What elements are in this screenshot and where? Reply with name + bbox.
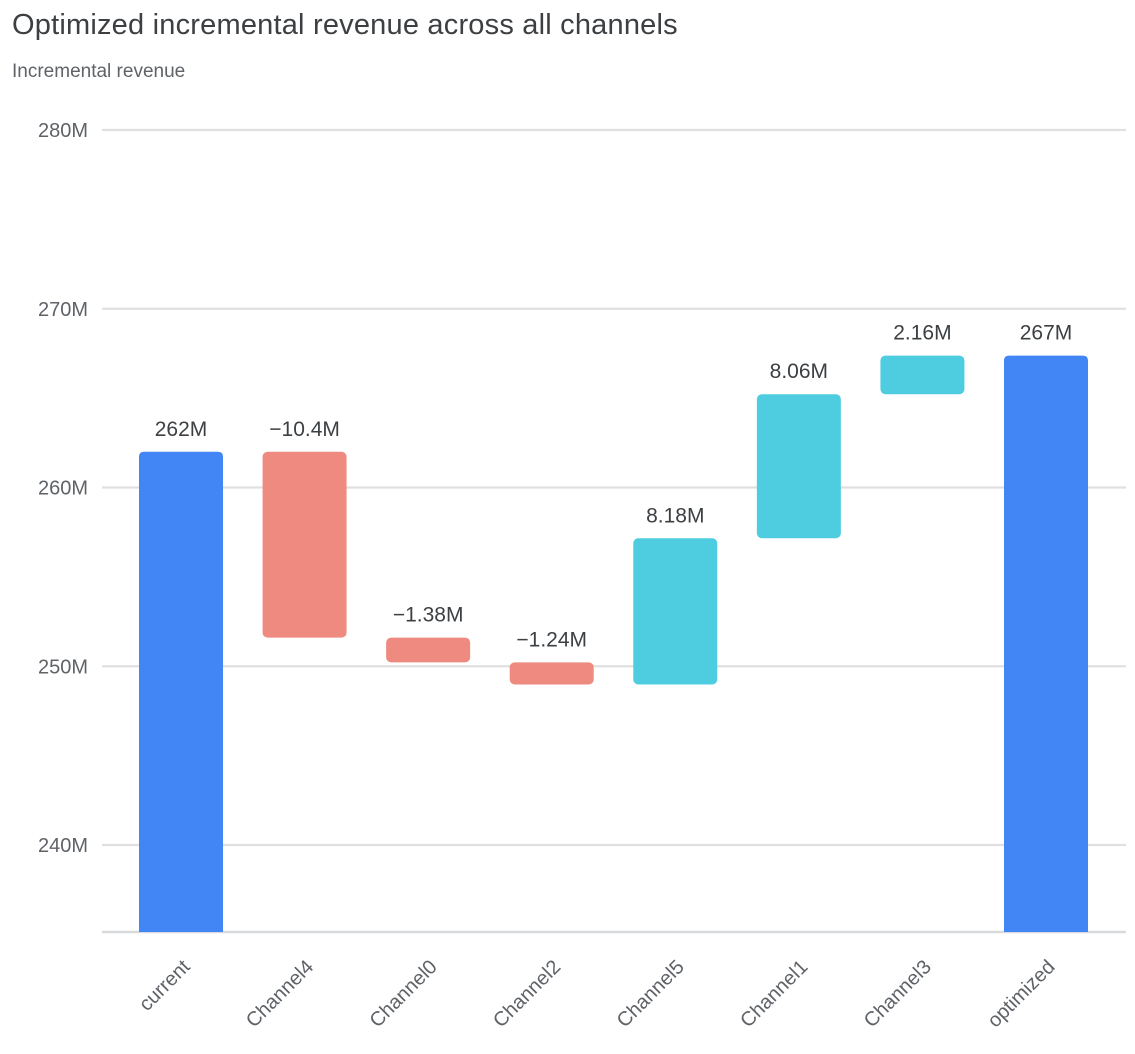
bar-optimized[interactable]: [1003, 355, 1088, 932]
bar-Channel1[interactable]: [756, 394, 841, 539]
chart-header: Optimized incremental revenue across all…: [12, 8, 678, 83]
bar-current[interactable]: [139, 451, 223, 932]
y-axis-tick-label: 270M: [38, 299, 88, 321]
x-axis-label-Channel2: Channel2: [489, 956, 565, 1032]
bar-Channel4[interactable]: [262, 451, 347, 638]
bar-value-label: 8.18M: [646, 504, 704, 527]
bar-Channel2[interactable]: [509, 662, 594, 685]
bar-value-label: 8.06M: [770, 360, 828, 383]
bar-Channel0[interactable]: [386, 637, 471, 663]
bar-Channel5[interactable]: [633, 538, 718, 685]
y-axis-tick-label: 260M: [38, 478, 88, 500]
bar-Channel3[interactable]: [880, 355, 965, 395]
chart-subtitle: Incremental revenue: [12, 60, 186, 82]
x-axis-label-optimized: optimized: [983, 956, 1059, 1032]
y-axis-tick-label: 250M: [38, 656, 88, 678]
x-axis-label-current: current: [135, 956, 195, 1016]
y-axis-tick-label: 280M: [38, 120, 88, 142]
x-axis-label-Channel5: Channel5: [613, 956, 689, 1032]
bar-value-label: 2.16M: [893, 322, 951, 345]
y-axis-tick-label: 240M: [38, 835, 88, 857]
bar-value-label: −10.4M: [269, 418, 340, 441]
bar-value-label: 267M: [1020, 322, 1073, 345]
bar-value-label: −1.24M: [516, 628, 587, 651]
bar-value-label: 262M: [155, 418, 208, 441]
x-axis-label-Channel3: Channel3: [860, 956, 936, 1032]
x-axis-label-Channel0: Channel0: [366, 956, 442, 1032]
chart-title: Optimized incremental revenue across all…: [12, 9, 678, 41]
bar-value-label: −1.38M: [393, 604, 464, 627]
x-axis-label-Channel1: Channel1: [736, 956, 812, 1032]
x-axis-label-Channel4: Channel4: [242, 956, 318, 1032]
